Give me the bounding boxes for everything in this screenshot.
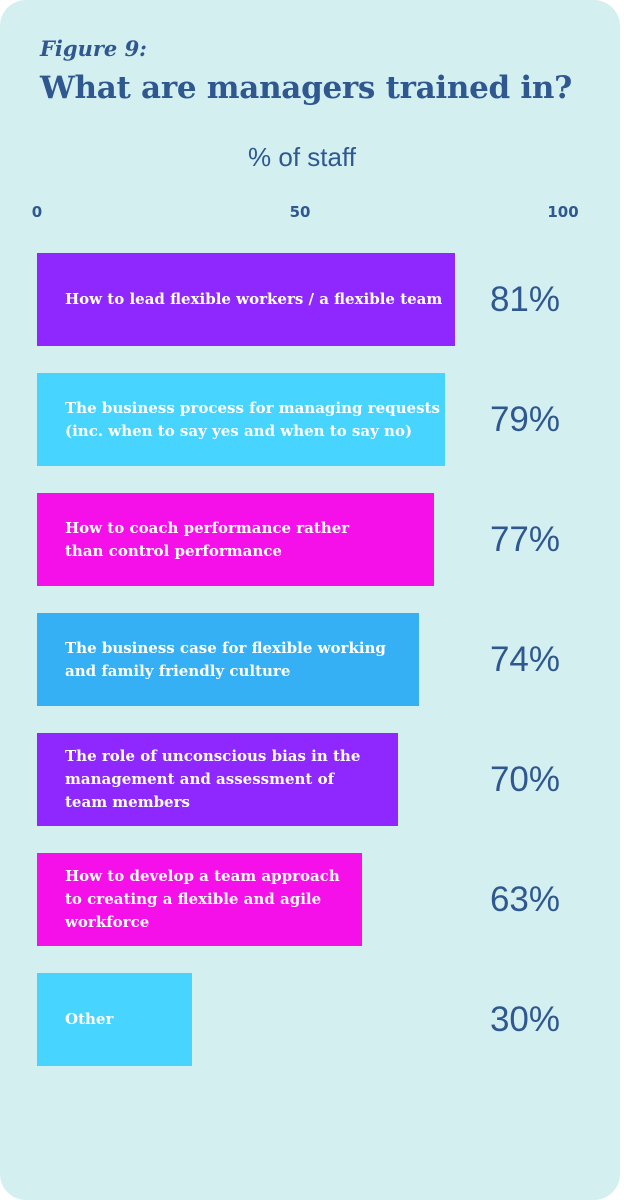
bar: Other [37, 973, 192, 1066]
x-tick-label: 0 [31, 203, 43, 221]
bar-value-label: 70% [489, 760, 561, 799]
figure-label: Figure 9: [40, 36, 147, 61]
x-tick-label: 100 [547, 203, 579, 221]
bar-category-label: The role of unconscious bias in the mana… [65, 747, 361, 811]
bar: The role of unconscious bias in the mana… [37, 733, 398, 826]
bar-category-label: The business case for flexible working a… [65, 638, 386, 680]
bar-category-label: The business process for managing reques… [65, 398, 440, 440]
x-tick-label: 50 [289, 203, 311, 221]
bar: How to lead flexible workers / a flexibl… [37, 253, 455, 346]
chart-title: What are managers trained in? [40, 70, 572, 106]
bar-value-label: 81% [489, 280, 561, 319]
bar-value-label: 30% [489, 1000, 561, 1039]
bar: How to coach performance rather than con… [37, 493, 434, 586]
bar-category-label: How to coach performance rather than con… [65, 518, 350, 560]
bar: The business case for flexible working a… [37, 613, 419, 706]
bar-value-label: 79% [489, 400, 561, 439]
bar: The business process for managing reques… [37, 373, 445, 466]
bar-value-label: 63% [489, 880, 561, 919]
x-axis-title: % of staff [248, 142, 356, 172]
bar-category-label: How to lead flexible workers / a flexibl… [65, 290, 443, 308]
bar-value-label: 77% [489, 520, 561, 559]
bar-value-label: 74% [489, 640, 561, 679]
bar-category-label: How to develop a team approach to creati… [65, 867, 340, 931]
bar: How to develop a team approach to creati… [37, 853, 362, 946]
bar-category-label: Other [65, 1010, 114, 1028]
